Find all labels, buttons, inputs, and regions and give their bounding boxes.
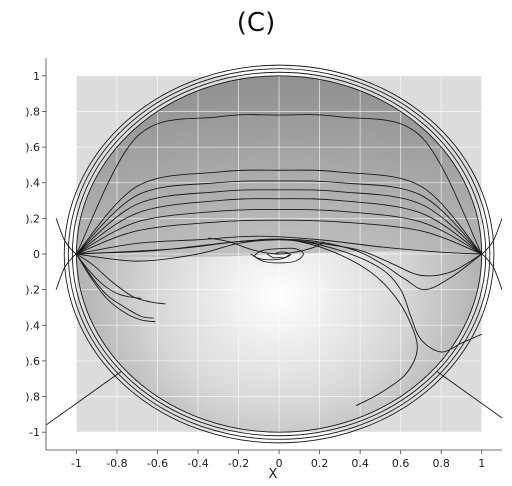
y-tick-label: ).6 [25,141,40,154]
trajectory-line [76,169,483,255]
y-tick-label: ).4 [25,319,40,332]
x-tick-label: 0 [276,457,283,470]
y-tick-label: ).6 [25,355,40,368]
y-tick-label: -1 [29,426,40,439]
trajectory-line [76,208,482,255]
boundary-circle [71,71,487,437]
x-tick-labels: -1 -0.8 -0.6 -0.4 -0.2 0 0.2 0.4 0.6 0.8 1 [71,450,485,470]
x-tick-label: -0.2 [228,457,249,470]
trajectory-line [76,253,154,319]
boundary-circle [67,68,491,440]
trajectory-line [250,247,304,264]
y-tick-label: ).4 [25,177,40,190]
x-tick-label: 0.6 [392,457,410,470]
y-tick-label: 0 [33,248,40,261]
y-tick-label: ).8 [25,391,40,404]
trajectory-line [481,253,502,290]
trajectories [46,114,502,426]
trajectory-line [76,238,482,353]
y-tick-label: 1 [33,70,40,83]
y-tick-label: ).8 [25,105,40,118]
x-tick-label: -0.8 [106,457,127,470]
trajectory-line [76,180,483,255]
x-tick-label: -0.6 [147,457,168,470]
y-tick-label: ).2 [25,284,40,297]
trajectory-line [76,114,483,255]
trajectory-line [55,218,77,255]
trajectory-line [76,253,142,299]
x-tick-label: -1 [71,457,82,470]
x-tick-label: 1 [478,457,485,470]
trajectory-line [266,251,290,259]
trajectory-line [46,371,122,426]
trajectory-line [76,198,482,255]
x-tick-label: 0.4 [351,457,369,470]
x-axis-label: X [269,467,278,482]
x-tick-label: -0.4 [187,457,208,470]
trajectory-line [76,253,156,323]
trajectory-line [76,239,482,277]
x-tick-label: 0.2 [311,457,329,470]
trajectory-line [208,237,324,255]
x-tick-label: 0.8 [432,457,450,470]
trajectory-line [481,218,502,255]
trajectory-line [76,235,482,255]
grid-lines [46,58,502,450]
trajectory-line [436,371,502,419]
trajectory-line [55,253,77,290]
panel-title: (C) [236,8,276,38]
trajectory-line [76,189,483,255]
boundary-circle [63,64,495,444]
y-tick-label: ).2 [25,212,40,225]
trajectory-line [76,219,482,255]
trajectory-line [76,253,166,305]
y-tick-labels: 1 ).8 ).6 ).4 ).2 0 ).2 ).4 ).6 ).8 -1 [25,70,46,439]
